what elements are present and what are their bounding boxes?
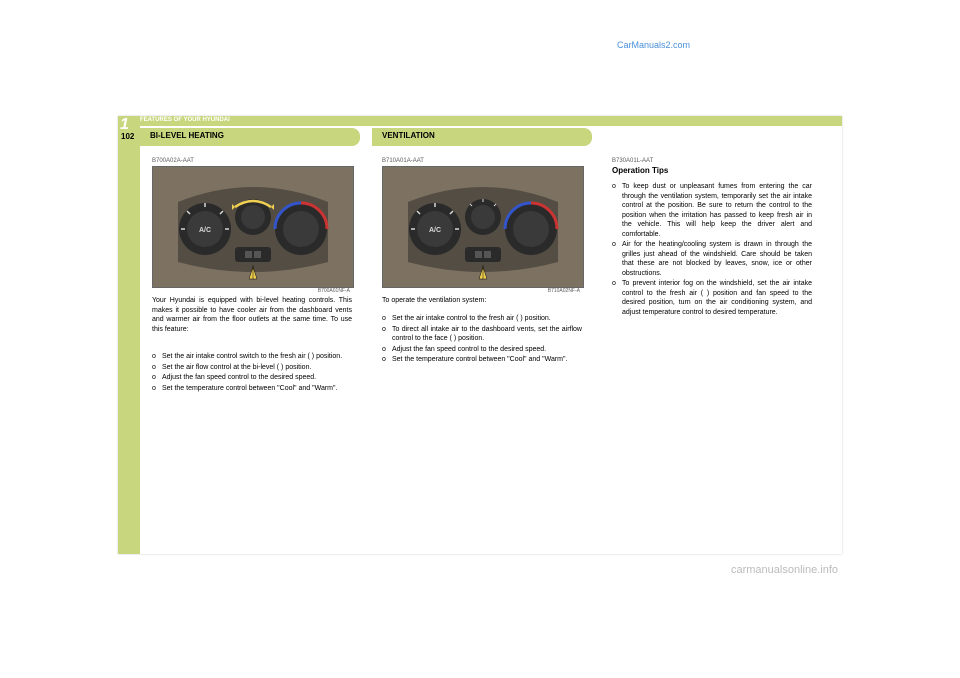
list-item: Set the air intake control switch to the… [162,352,352,362]
list-item: To direct all intake air to the dashboar… [392,325,582,344]
list-item: Set the temperature control between "Coo… [162,384,352,394]
hvac-diagram-ventilation: A/C [382,166,584,288]
page-container: 1 FEATURES OF YOUR HYUNDAI 102 BI-LEVEL … [118,116,842,554]
col2-list: Set the air intake control to the fresh … [382,314,582,366]
svg-text:A/C: A/C [199,227,211,234]
operation-tips-heading: Operation Tips [612,166,812,176]
list-item: Set the temperature control between "Coo… [392,355,582,365]
code-label: B710A01A-AAT [382,158,424,164]
col1-list: Set the air intake control switch to the… [152,352,352,394]
image-code: B710A02NF-A [382,288,580,294]
watermark-carmanuals2: CarManuals2.com [617,40,690,50]
svg-text:A/C: A/C [429,227,441,234]
list-item: To keep dust or unpleasant fumes from en… [622,182,812,239]
code-label: B700A02A-AAT [152,158,194,164]
list-item: Adjust the fan speed control to the desi… [162,373,352,383]
image-code: B700A01NF-A [152,288,350,294]
section-tab-bilevel: BI-LEVEL HEATING [140,128,360,146]
page-number: 102 [121,132,134,141]
list-item: Adjust the fan speed control to the desi… [392,345,582,355]
col1-intro: Your Hyundai is equipped with bi-level h… [152,296,352,334]
col2-intro: To operate the ventilation system: [382,296,582,306]
side-stripe [118,116,140,554]
hvac-diagram-bilevel: A/C [152,166,354,288]
list-item: Set the air intake control to the fresh … [392,314,582,324]
code-label: B730A01L-AAT [612,158,653,164]
watermark-carmanualsonline: carmanualsonline.info [731,564,838,576]
list-item: To prevent interior fog on the windshiel… [622,279,812,317]
chapter-title: FEATURES OF YOUR HYUNDAI [140,117,230,123]
list-item: Air for the heating/cooling system is dr… [622,240,812,278]
list-item: Set the air flow control at the bi-level… [162,363,352,373]
header-bar [140,116,842,126]
section-tab-ventilation: VENTILATION [372,128,592,146]
col3-list: To keep dust or unpleasant fumes from en… [612,182,812,318]
